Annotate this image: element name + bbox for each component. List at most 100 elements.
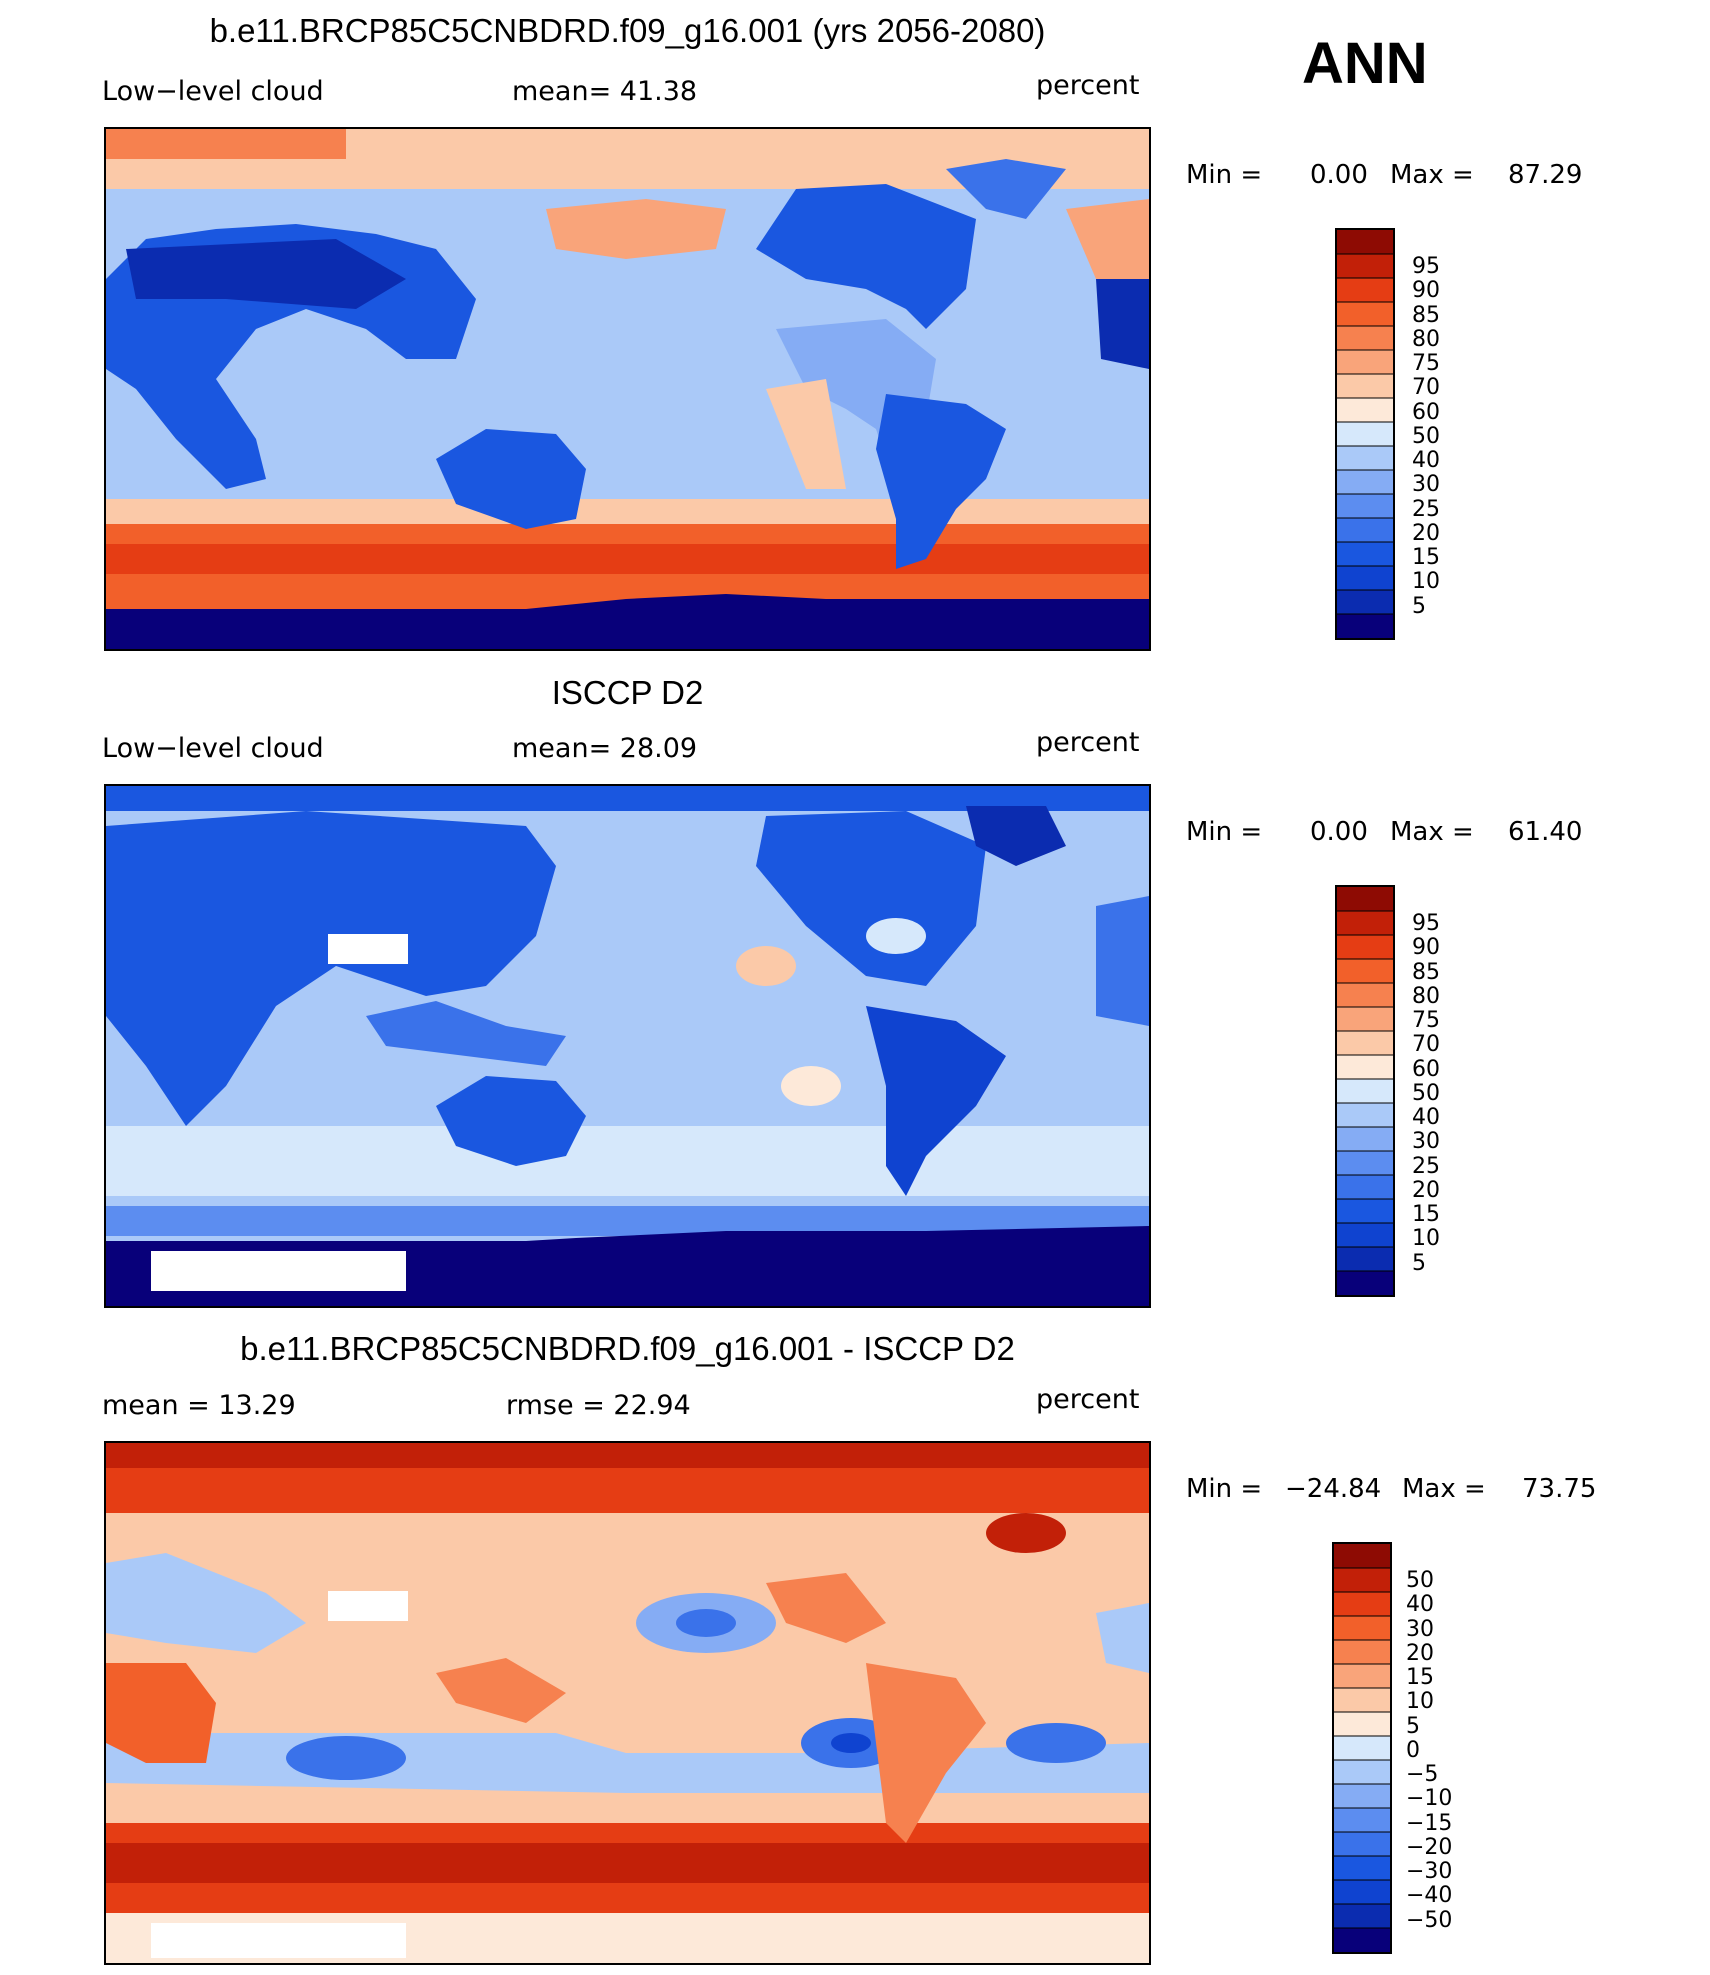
panel-1-units-label: percent xyxy=(1036,70,1140,101)
colorbar-tick-label: 95 xyxy=(1412,254,1440,280)
colorbar-swatch xyxy=(1334,1664,1390,1689)
panel-1-north-pacific-red xyxy=(546,199,726,259)
colorbar-swatch xyxy=(1337,542,1393,567)
colorbar-swatch xyxy=(1337,470,1393,495)
panel-1-africa-east xyxy=(1096,279,1149,369)
panel-1-map xyxy=(104,127,1151,651)
colorbar-tick-label: 25 xyxy=(1412,496,1440,522)
colorbar-swatch xyxy=(1337,1271,1393,1295)
colorbar-swatch xyxy=(1334,1616,1390,1641)
colorbar-tick-label: 30 xyxy=(1412,472,1440,498)
colorbar-swatch xyxy=(1337,494,1393,519)
colorbar-swatch xyxy=(1337,374,1393,399)
colorbar-swatch xyxy=(1337,1127,1393,1152)
colorbar-tick-label: 75 xyxy=(1412,1008,1440,1034)
panel-3-arctic-core xyxy=(106,1443,1149,1468)
colorbar-swatch xyxy=(1337,350,1393,375)
panel-2-australia xyxy=(436,1076,586,1166)
colorbar-tick-label: −30 xyxy=(1406,1859,1453,1885)
panel-1-colorbar xyxy=(1335,228,1395,640)
colorbar-tick-label: −40 xyxy=(1406,1883,1453,1909)
panel-3-maritime-pos xyxy=(436,1658,566,1723)
panel-3-north-pacific-neg-core xyxy=(676,1609,736,1637)
colorbar-swatch xyxy=(1337,566,1393,591)
panel-1-north-america xyxy=(756,184,976,329)
panel-2-antarctic-missing xyxy=(151,1251,406,1291)
panel-3-max-value: 73.75 xyxy=(1522,1474,1597,1504)
panel-1-greenland xyxy=(946,159,1066,219)
colorbar-tick-label: −10 xyxy=(1406,1786,1453,1812)
colorbar-tick-label: −15 xyxy=(1406,1810,1453,1836)
colorbar-tick-label: 5 xyxy=(1406,1713,1420,1739)
panel-2-title: ISCCP D2 xyxy=(551,674,704,711)
panel-2-southern-ocean-band xyxy=(106,1126,1149,1196)
colorbar-tick-label: 15 xyxy=(1406,1665,1434,1691)
colorbar-tick-label: 5 xyxy=(1412,1250,1426,1276)
panel-1-south-america xyxy=(876,394,1006,569)
panel-3-colorbar-svg xyxy=(1334,1544,1390,1952)
colorbar-swatch xyxy=(1334,1640,1390,1665)
colorbar-tick-label: 50 xyxy=(1412,1080,1440,1106)
colorbar-tick-label: 75 xyxy=(1412,351,1440,377)
panel-3-se-atlantic-neg xyxy=(1006,1723,1106,1763)
panel-3-southern-ocean-core xyxy=(106,1843,1149,1883)
colorbar-tick-label: 20 xyxy=(1406,1640,1434,1666)
panel-2-map-svg xyxy=(106,786,1149,1306)
panel-2-north-america xyxy=(756,811,986,986)
colorbar-swatch xyxy=(1337,230,1393,255)
panel-1-north-atlantic xyxy=(1066,199,1149,289)
panel-2-ocean-light xyxy=(866,918,926,954)
colorbar-swatch xyxy=(1334,1784,1390,1809)
panel-2-maritime-continent xyxy=(366,1001,566,1066)
colorbar-swatch xyxy=(1334,1904,1390,1929)
panel-1-map-svg xyxy=(106,129,1149,649)
panel-2-greenland xyxy=(966,806,1066,866)
colorbar-tick-label: 5 xyxy=(1412,593,1426,619)
colorbar-tick-label: 85 xyxy=(1412,959,1440,985)
panel-1-asia-dark xyxy=(126,239,406,309)
panel-2-africa-east xyxy=(1096,896,1149,1026)
panel-2-colorbar xyxy=(1335,885,1395,1297)
panel-1-antarctica xyxy=(106,594,1149,649)
colorbar-swatch xyxy=(1337,1175,1393,1200)
colorbar-swatch xyxy=(1337,1007,1393,1032)
panel-2-south-america xyxy=(866,1006,1006,1196)
colorbar-swatch xyxy=(1334,1808,1390,1833)
colorbar-tick-label: 30 xyxy=(1412,1129,1440,1155)
colorbar-swatch xyxy=(1337,590,1393,615)
panel-2-se-pacific-sc xyxy=(781,1066,841,1106)
colorbar-tick-label: −50 xyxy=(1406,1907,1453,1933)
panel-3-se-pacific-neg-core xyxy=(831,1733,871,1753)
colorbar-tick-label: 50 xyxy=(1406,1568,1434,1594)
colorbar-swatch xyxy=(1334,1568,1390,1593)
panel-3-title: b.e11.BRCP85C5CNBDRD.f09_g16.001 - ISCCP… xyxy=(240,1330,1015,1367)
colorbar-swatch xyxy=(1337,1247,1393,1272)
panel-3-units-label: percent xyxy=(1036,1384,1140,1415)
season-label: ANN xyxy=(1302,31,1428,96)
colorbar-swatch xyxy=(1334,1736,1390,1761)
panel-2-mean-label: mean= 28.09 xyxy=(512,733,698,764)
panel-3-tibet-missing xyxy=(328,1591,408,1621)
panel-1-max-label: Max = xyxy=(1390,160,1474,190)
colorbar-swatch xyxy=(1334,1688,1390,1713)
panel-1-min-value: 0.00 xyxy=(1310,160,1368,190)
colorbar-tick-label: 80 xyxy=(1412,983,1440,1009)
colorbar-tick-label: 50 xyxy=(1412,423,1440,449)
colorbar-swatch xyxy=(1334,1712,1390,1737)
panel-2-max-value: 61.40 xyxy=(1508,817,1583,847)
panel-2-eurasia-africa xyxy=(106,811,556,1126)
colorbar-swatch xyxy=(1337,887,1393,912)
colorbar-tick-label: 70 xyxy=(1412,1032,1440,1058)
colorbar-swatch xyxy=(1337,278,1393,303)
panel-1-mean-label: mean= 41.38 xyxy=(512,76,698,107)
colorbar-swatch xyxy=(1337,422,1393,447)
colorbar-swatch xyxy=(1337,254,1393,279)
panel-3-map-svg xyxy=(106,1443,1149,1963)
panel-1-arctic-red xyxy=(106,129,346,159)
colorbar-swatch xyxy=(1337,935,1393,960)
panel-1-min-label: Min = xyxy=(1186,160,1263,190)
colorbar-swatch xyxy=(1334,1544,1390,1569)
panel-3-east-neg xyxy=(1096,1603,1149,1673)
colorbar-swatch xyxy=(1337,1079,1393,1104)
colorbar-tick-label: 20 xyxy=(1412,1177,1440,1203)
